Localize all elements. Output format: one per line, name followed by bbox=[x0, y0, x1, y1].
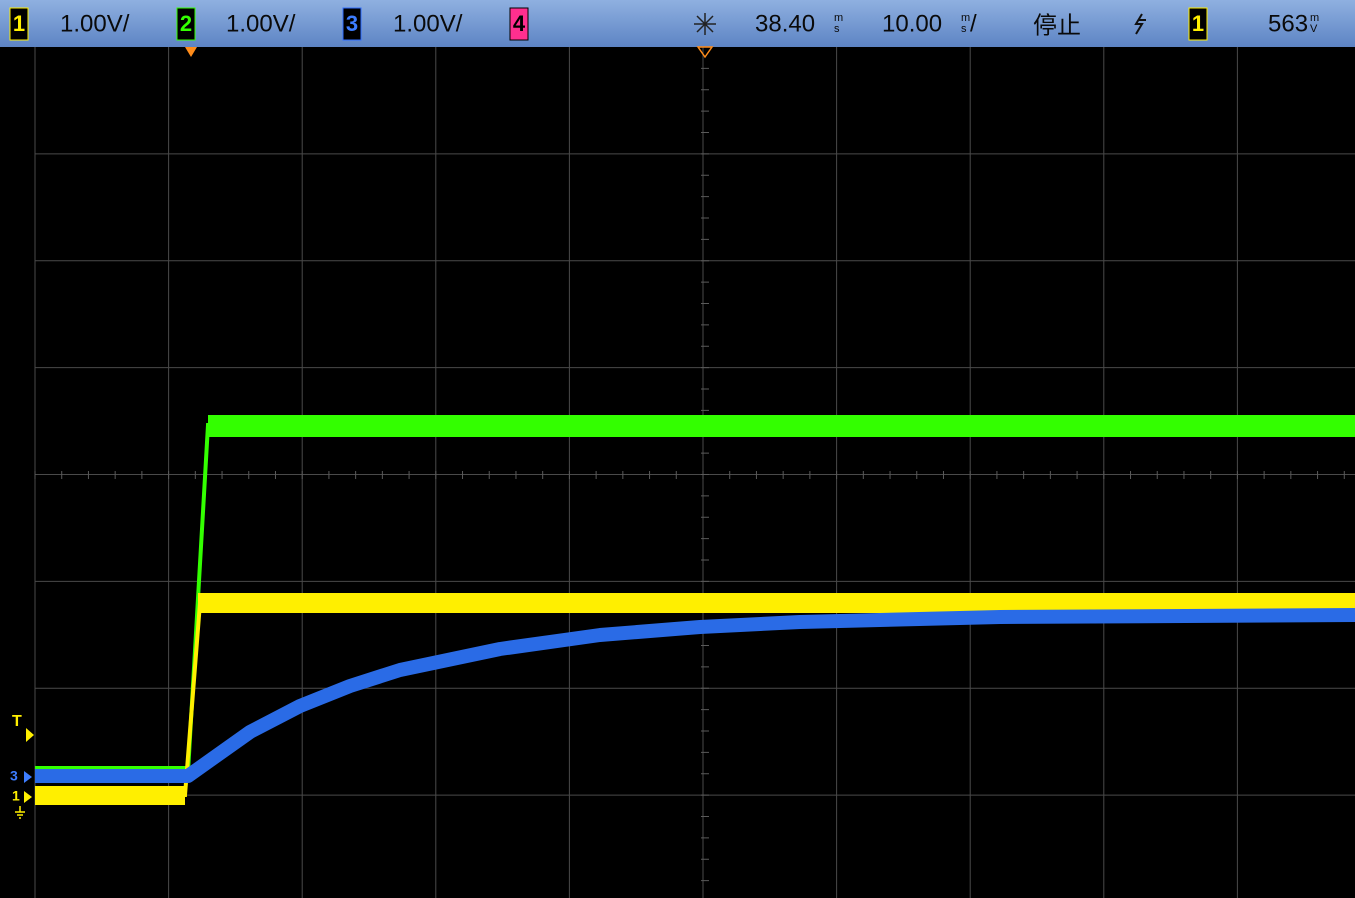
ch4-number: 4 bbox=[513, 11, 526, 36]
timebase-suffix: / bbox=[970, 10, 977, 37]
delay-marker bbox=[698, 47, 712, 57]
ch1-scale[interactable]: 1.00V/ bbox=[60, 10, 130, 37]
trigger-level-unit-bottom: V bbox=[1310, 23, 1318, 35]
trigger-level-marker: T bbox=[12, 713, 22, 730]
ground-symbol bbox=[15, 806, 25, 818]
scope-screen: 1 1.00V/ 2 1.00V/ 3 1.00V/ 4 38.40 m s 1… bbox=[0, 0, 1355, 898]
trigger-level-value[interactable]: 563 bbox=[1268, 10, 1308, 37]
ch3-trace bbox=[35, 615, 1355, 776]
ch2-scale[interactable]: 1.00V/ bbox=[226, 10, 296, 37]
ch2-trace bbox=[208, 415, 1355, 437]
timebase-value[interactable]: 10.00 bbox=[882, 10, 942, 37]
status-bar bbox=[0, 0, 1355, 47]
ch3-scale[interactable]: 1.00V/ bbox=[393, 10, 463, 37]
delay-icon bbox=[694, 13, 716, 35]
timebase-unit-bottom: s bbox=[961, 23, 967, 35]
ch1-baseline bbox=[35, 786, 185, 805]
run-state[interactable]: 停止 bbox=[1033, 12, 1081, 39]
graticule bbox=[35, 47, 1355, 898]
trigger-time-marker bbox=[185, 47, 197, 57]
delay-value[interactable]: 38.40 bbox=[755, 10, 815, 37]
ch1-arrow bbox=[24, 791, 32, 803]
ch1-ground-marker: 1 bbox=[12, 788, 20, 804]
ch1-number: 1 bbox=[13, 11, 25, 36]
trigger-arrow bbox=[26, 728, 34, 742]
page: {"header": { "ch1": {"number": "1", "sca… bbox=[0, 0, 1355, 898]
ch3-arrow bbox=[24, 771, 32, 783]
ch2-number: 2 bbox=[180, 11, 192, 36]
delay-unit-bottom: s bbox=[834, 23, 840, 35]
trigger-source: 1 bbox=[1192, 11, 1204, 36]
ch3-ground-marker: 3 bbox=[10, 768, 18, 784]
ch3-number: 3 bbox=[346, 11, 358, 36]
